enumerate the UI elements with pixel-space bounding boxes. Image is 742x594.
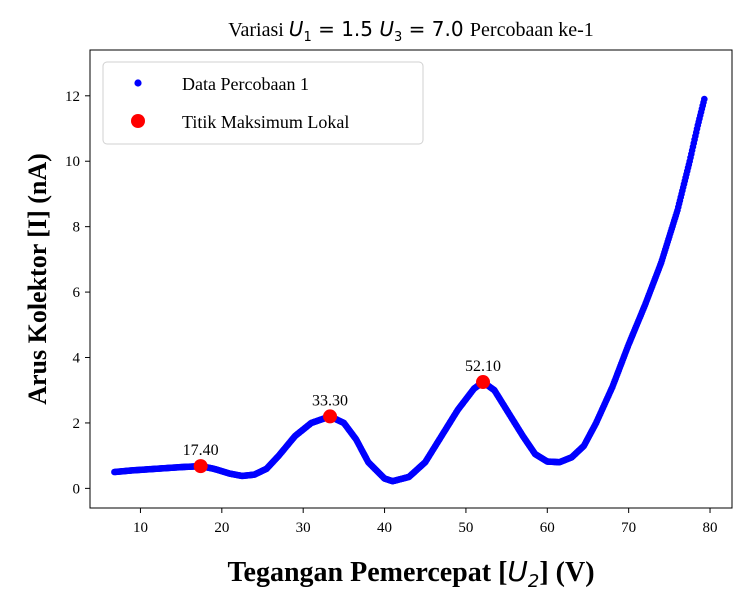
peak-point <box>323 409 338 424</box>
peak-label: 33.30 <box>312 392 348 409</box>
peak-point <box>193 459 208 474</box>
legend-marker-data <box>134 79 142 87</box>
x-tick-label: 20 <box>214 520 229 536</box>
peak-label: 52.10 <box>465 358 501 375</box>
y-tick-label: 4 <box>73 351 81 367</box>
plot-frame <box>89 49 733 509</box>
legend-box <box>102 61 424 145</box>
y-axis-ticks: 0 2 4 6 8 10 12 <box>65 89 90 497</box>
x-tick-label: 60 <box>540 520 555 536</box>
y-tick-label: 10 <box>65 154 80 170</box>
x-axis-ticks: 10 20 30 40 50 60 70 80 <box>133 508 718 536</box>
peak-label: 17.40 <box>183 442 219 459</box>
data-point <box>701 95 708 103</box>
x-tick-label: 50 <box>458 520 473 536</box>
legend-marker-max <box>131 114 145 128</box>
x-axis-label: Tegangan Pemercepat [U2] (V) <box>227 555 594 592</box>
data-series-percobaan-1 <box>111 95 708 485</box>
y-axis-label: Arus Kolektor [I] (nA) <box>23 153 52 405</box>
plot-area: 10 20 30 40 50 60 70 80 0 2 4 6 8 10 12 17.40 33.30 52.… <box>65 49 733 536</box>
x-tick-label: 70 <box>621 520 636 536</box>
legend-label-max: Titik Maksimum Lokal <box>182 112 349 132</box>
y-tick-label: 0 <box>73 481 81 497</box>
data-series-maksimum-lokal: 17.40 33.30 52.10 <box>183 358 501 474</box>
y-tick-label: 8 <box>73 220 81 236</box>
x-tick-label: 80 <box>703 520 718 536</box>
x-tick-label: 10 <box>133 520 148 536</box>
x-tick-label: 30 <box>296 520 311 536</box>
peak-point <box>476 375 491 390</box>
chart-title: Variasi U1 = 1.5 U3 = 7.0 Percobaan ke-1 <box>228 17 594 45</box>
y-tick-label: 6 <box>73 285 81 301</box>
legend: Data Percobaan 1 Titik Maksimum Lokal <box>102 61 424 145</box>
x-tick-label: 40 <box>377 520 392 536</box>
y-tick-label: 12 <box>65 89 80 105</box>
legend-label-data: Data Percobaan 1 <box>182 74 309 94</box>
y-tick-label: 2 <box>73 416 81 432</box>
